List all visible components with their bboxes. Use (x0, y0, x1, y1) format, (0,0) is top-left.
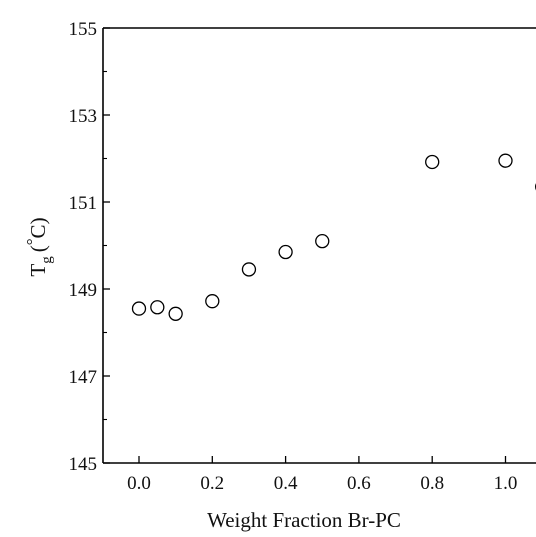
x-tick-label: 0.2 (200, 473, 224, 494)
data-point (315, 233, 330, 249)
y-axis-title-subscript: g (39, 256, 55, 264)
x-tick-label: 0.8 (420, 473, 444, 494)
data-point (205, 294, 220, 309)
y-axis-title-degree: ° (23, 238, 42, 245)
y-axis-title-open-paren: ( (26, 245, 50, 252)
data-points (131, 153, 536, 321)
svg-text:Tg(°C): Tg (°C) (23, 217, 55, 276)
data-point (131, 301, 147, 316)
y-axis-title-main: T (26, 264, 50, 277)
data-point (498, 153, 513, 168)
data-point (168, 306, 183, 321)
x-tick-label: 0.6 (347, 473, 371, 494)
y-tick-label: 149 (69, 280, 98, 301)
data-point (278, 244, 293, 260)
x-tick-label: 0.4 (274, 473, 298, 494)
x-axis-title: Weight Fraction Br-PC (207, 508, 401, 532)
data-point (425, 154, 440, 170)
data-point (150, 300, 165, 315)
y-tick-label: 145 (69, 454, 98, 475)
data-point (241, 262, 257, 277)
y-tick-label: 147 (69, 367, 98, 388)
y-axis-title: Tg (°C) (23, 217, 55, 276)
x-tick-label: 0.0 (127, 473, 151, 494)
y-tick-label: 151 (69, 193, 98, 214)
y-tick-label: 155 (69, 19, 98, 40)
y-tick-label: 153 (69, 106, 98, 127)
x-axis-ticks: 0.0 0.2 0.4 0.6 0.8 1.0 (127, 456, 517, 494)
y-axis-title-unit: C) (26, 217, 50, 238)
y-axis-ticks: 145 147 149 151 153 155 (69, 19, 110, 475)
x-tick-label: 1.0 (494, 473, 518, 494)
